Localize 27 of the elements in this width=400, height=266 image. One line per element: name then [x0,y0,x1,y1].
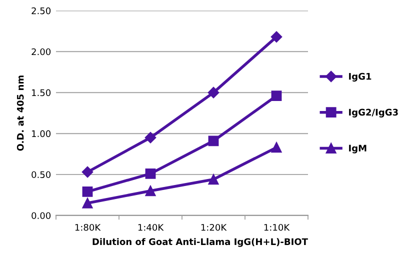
point [208,174,219,185]
point [82,186,93,197]
legend-label: IgM [349,144,366,154]
point [271,142,282,153]
x-tick-label: 1:20K [201,224,227,231]
y-axis-title: O.D. at 405 nm [16,76,24,151]
point [271,90,282,102]
y-tick-label: 1.50 [32,89,51,96]
y-tick-label: 2.00 [32,48,51,56]
y-tick-label: 0.00 [32,212,51,220]
x-axis-title: Dilution of Goat Anti-Llama IgG(H+L)-BIOT [92,238,308,247]
legend-label: IgG2/IgG3 [349,108,398,118]
y-tick-label: 1.00 [32,130,51,138]
x-tick-label: 1:80K [75,224,101,231]
point [145,186,156,196]
point [145,168,156,179]
point [208,136,219,146]
y-tick-label: 0.50 [32,171,51,178]
y-tick-label: 2.50 [32,7,51,14]
point [82,198,93,208]
point [270,31,282,42]
point [144,132,156,144]
point [82,166,94,178]
point [208,86,220,98]
x-tick-label: 1:10K [264,224,290,231]
legend-label: IgG1 [349,72,372,82]
x-tick-label: 1:40K [138,224,164,231]
